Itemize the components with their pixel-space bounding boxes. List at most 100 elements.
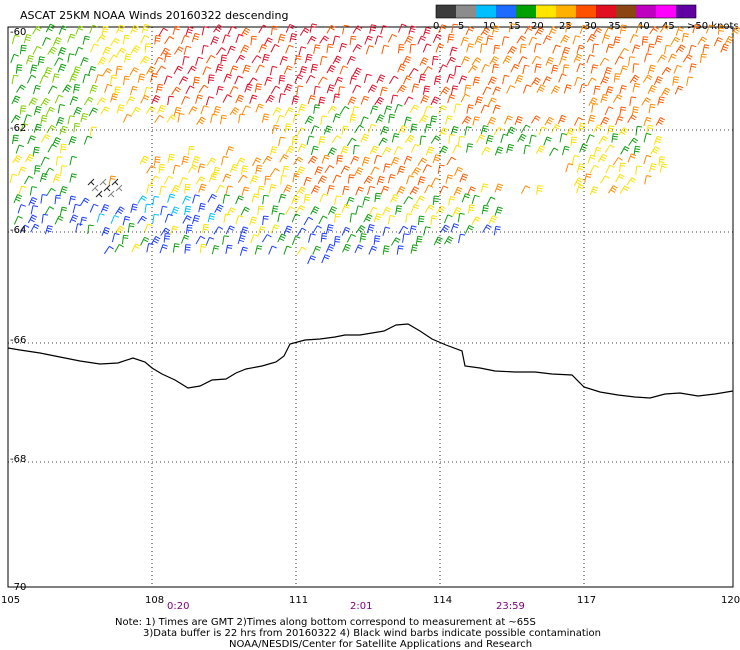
wind-barb <box>717 25 725 35</box>
wind-barb <box>182 195 191 205</box>
wind-barb <box>411 83 420 93</box>
wind-barb <box>291 235 301 245</box>
wind-barb <box>172 164 181 175</box>
wind-barb <box>514 116 523 126</box>
wind-barb <box>494 146 504 156</box>
wind-barb <box>520 124 531 133</box>
wind-barb <box>141 23 150 34</box>
wind-barb <box>116 104 125 114</box>
wind-barb <box>115 65 123 76</box>
wind-barb <box>187 65 197 75</box>
wind-barb <box>403 116 412 126</box>
wind-barb <box>629 34 639 43</box>
wind-barb <box>191 32 200 43</box>
wind-barb <box>185 26 194 36</box>
wind-barb <box>57 104 65 114</box>
wind-barb <box>391 133 400 143</box>
wind-barb <box>686 76 694 86</box>
wind-barb <box>172 243 180 253</box>
wind-barb <box>415 195 426 204</box>
wind-barb <box>446 73 455 83</box>
wind-barb <box>272 107 282 116</box>
wind-barb <box>289 33 297 43</box>
wind-barb <box>430 135 441 144</box>
wind-barb <box>363 73 372 84</box>
wind-barb <box>605 43 614 53</box>
wind-barb <box>368 206 378 216</box>
wind-barb <box>295 205 306 214</box>
wind-barb <box>222 235 230 245</box>
wind-barb <box>172 25 181 35</box>
wind-barb <box>351 106 359 116</box>
wind-barb <box>590 64 599 74</box>
legend-swatch <box>636 5 656 18</box>
wind-barb <box>111 232 120 243</box>
wind-barb <box>507 45 517 55</box>
wind-barb <box>144 43 152 53</box>
wind-barb <box>75 223 83 233</box>
wind-barb <box>506 84 516 94</box>
wind-barb <box>557 114 567 124</box>
wind-barb <box>362 196 371 206</box>
wind-barb <box>452 207 462 216</box>
wind-barb <box>326 64 336 74</box>
wind-barb <box>270 85 281 95</box>
wind-barb <box>91 184 99 192</box>
wind-barb <box>599 57 610 66</box>
wind-barb <box>240 206 250 216</box>
wind-barb <box>586 33 597 43</box>
wind-barb <box>131 243 141 253</box>
wind-barb <box>214 204 224 213</box>
wind-barb <box>352 67 362 77</box>
wind-barb <box>422 43 432 53</box>
wind-barb <box>576 184 585 194</box>
wind-barb <box>43 66 53 76</box>
wind-barb <box>326 24 336 34</box>
wind-barb <box>404 35 414 45</box>
wind-barb <box>254 83 262 93</box>
wind-barb <box>32 25 42 35</box>
wind-barb <box>592 43 599 53</box>
wind-barb <box>674 85 684 95</box>
wind-barb <box>96 97 107 106</box>
wind-barb <box>278 193 287 203</box>
wind-barb <box>688 44 697 55</box>
wind-barb <box>173 65 183 75</box>
wind-barb <box>474 35 484 45</box>
wind-barb <box>378 137 388 146</box>
wind-barb <box>494 206 503 216</box>
wind-barb <box>17 166 27 176</box>
wind-barb <box>516 35 527 44</box>
wind-barb <box>689 63 697 73</box>
wind-barb <box>96 213 105 223</box>
wind-barb <box>239 246 248 256</box>
wind-barb <box>294 74 304 84</box>
lat-label: -66 <box>10 335 26 346</box>
wind-barb <box>170 184 181 194</box>
wind-barb <box>33 84 41 95</box>
wind-barb <box>146 165 156 174</box>
note-line: Note: 1) Times are GMT 2)Times along bot… <box>115 617 536 628</box>
wind-barb <box>306 135 315 145</box>
wind-barb <box>641 36 649 46</box>
wind-barb <box>466 104 474 114</box>
wind-barb <box>410 203 420 213</box>
wind-barb <box>69 214 79 224</box>
pass-times: 0:20 2:01 23:59 <box>167 601 525 612</box>
wind-barb <box>611 133 619 143</box>
wind-barb <box>396 186 406 195</box>
wind-barb <box>600 116 610 126</box>
wind-barb <box>144 223 153 233</box>
wind-barb <box>641 97 651 106</box>
wind-barb <box>283 225 293 235</box>
wind-barb <box>157 104 166 114</box>
wind-barb <box>110 93 118 103</box>
wind-barb <box>254 245 263 255</box>
wind-barb <box>481 204 489 215</box>
wind-barb <box>276 114 285 124</box>
wind-barb <box>24 175 34 185</box>
wind-barb <box>633 145 641 156</box>
wind-barb <box>34 165 41 175</box>
wind-barb <box>110 37 120 47</box>
wind-barb <box>562 145 570 156</box>
